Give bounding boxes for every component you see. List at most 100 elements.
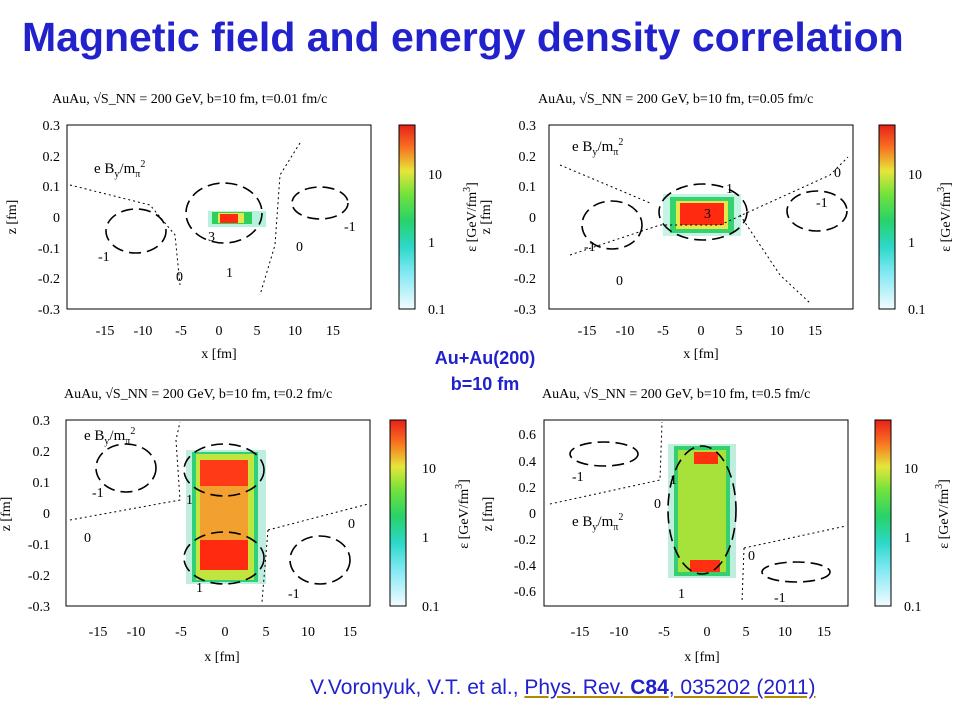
colorbar-label: ε [GeV/fm3] xyxy=(454,479,472,549)
y-tick: 0.2 xyxy=(519,481,537,496)
y-tick: -0.2 xyxy=(28,569,50,584)
contour-label: 1 xyxy=(726,182,733,197)
colorbar-tick: 0.1 xyxy=(428,303,446,318)
zero-contour xyxy=(549,421,847,603)
y-tick: 0 xyxy=(53,211,60,226)
panel-t05: AuAu, √S_NN = 200 GeV, b=10 fm, t=0.5 fm… xyxy=(481,387,952,665)
colorbar-label: ε [GeV/fm3] xyxy=(934,479,952,549)
x-tick: 0 xyxy=(222,625,229,640)
heatmap-blob xyxy=(663,194,741,236)
y-ticks: 0.3 0.2 0.1 0 -0.1 -0.2 -0.3 xyxy=(514,119,536,318)
heatmap-blob xyxy=(668,444,736,578)
y-tick: -0.1 xyxy=(28,538,50,553)
contour-label: -1 xyxy=(288,587,300,602)
y-tick: 0.1 xyxy=(43,180,61,195)
y-axis-label: z [fm] xyxy=(481,497,496,532)
contour-label: 0 xyxy=(176,270,183,285)
colorbar-tick: 10 xyxy=(908,168,922,183)
x-tick: -5 xyxy=(657,324,669,339)
x-tick: -10 xyxy=(610,625,629,640)
contour-label: -1 xyxy=(98,250,110,265)
x-ticks: -15 -10 -5 0 5 10 15 xyxy=(96,324,340,339)
field-label: e By/mπ2 xyxy=(94,159,145,180)
colorbar-ticks: 10 1 0.1 xyxy=(904,462,922,615)
contour-label: 3 xyxy=(704,207,711,222)
contour-label: 1 xyxy=(186,493,193,508)
panel-title: AuAu, √S_NN = 200 GeV, b=10 fm, t=0.2 fm… xyxy=(64,387,332,402)
panel-title: AuAu, √S_NN = 200 GeV, b=10 fm, t=0.5 fm… xyxy=(542,387,810,402)
colorbar-label: ε [GeV/fm3] xyxy=(462,182,480,252)
x-axis-label: x [fm] xyxy=(683,347,718,362)
field-contours xyxy=(105,182,349,254)
citation-reference[interactable]: Phys. Rev. C84, 035202 (2011) xyxy=(524,676,816,699)
slide-title: Magnetic field and energy density correl… xyxy=(22,14,904,60)
contour-label: -1 xyxy=(816,196,828,211)
colorbar-tick: 1 xyxy=(428,236,435,251)
contour-label: -1 xyxy=(344,220,356,235)
y-tick: 0.1 xyxy=(33,476,51,491)
y-tick: 0.2 xyxy=(519,150,537,165)
contour-label: 0 xyxy=(654,497,661,512)
contour-label: -1 xyxy=(92,486,104,501)
y-ticks: 0.3 0.2 0.1 0 -0.1 -0.2 -0.3 xyxy=(28,414,50,615)
y-ticks: 0.3 0.2 0.1 0 -0.1 -0.2 -0.3 xyxy=(38,119,60,318)
contour-label: -1 xyxy=(774,591,786,606)
y-tick: 0.2 xyxy=(43,150,61,165)
panel-title: AuAu, √S_NN = 200 GeV, b=10 fm, t=0.05 f… xyxy=(538,92,813,107)
colorbar-tick: 0.1 xyxy=(422,600,440,615)
contour-label: 1 xyxy=(678,587,685,602)
field-contours xyxy=(581,183,848,250)
y-axis-label: z [fm] xyxy=(0,497,14,532)
panel-t001: AuAu, √S_NN = 200 GeV, b=10 fm, t=0.01 f… xyxy=(5,92,480,362)
x-tick: 15 xyxy=(817,625,831,640)
citation: V.Voronyuk, V.T. et al., Phys. Rev. C84,… xyxy=(310,676,816,700)
y-tick: 0.3 xyxy=(33,414,51,429)
colorbar-ticks: 10 1 0.1 xyxy=(428,168,446,318)
y-tick: 0.4 xyxy=(519,455,537,470)
y-tick: -0.2 xyxy=(514,272,536,287)
contour-label: 0 xyxy=(348,517,355,532)
x-tick: -5 xyxy=(175,324,187,339)
y-tick: 0.2 xyxy=(33,445,51,460)
x-tick: 5 xyxy=(263,625,270,640)
x-tick: 10 xyxy=(778,625,792,640)
panel-title: AuAu, √S_NN = 200 GeV, b=10 fm, t=0.01 f… xyxy=(52,92,327,107)
x-tick: 0 xyxy=(698,324,705,339)
x-tick: -15 xyxy=(578,324,597,339)
field-contours xyxy=(95,443,351,585)
x-tick: 10 xyxy=(770,324,784,339)
colorbar-tick: 1 xyxy=(422,531,429,546)
x-axis-label: x [fm] xyxy=(684,650,719,665)
x-tick: 5 xyxy=(254,324,261,339)
zero-contour xyxy=(559,156,849,304)
collision-note: Au+Au(200) b=10 fm xyxy=(410,348,560,395)
field-label: e By/mπ2 xyxy=(572,137,623,158)
y-tick: -0.4 xyxy=(514,559,536,574)
y-tick: 0 xyxy=(529,211,536,226)
x-tick: -10 xyxy=(134,324,153,339)
panel-t02: AuAu, √S_NN = 200 GeV, b=10 fm, t=0.2 fm… xyxy=(0,387,472,665)
impact-parameter: b=10 fm xyxy=(450,374,520,394)
field-label: e By/mπ2 xyxy=(84,426,135,447)
x-tick: -15 xyxy=(89,625,108,640)
colorbar-ticks: 10 1 0.1 xyxy=(422,462,440,615)
colorbar xyxy=(389,419,407,607)
colorbar-tick: 10 xyxy=(422,462,436,477)
y-tick: -0.3 xyxy=(28,600,50,615)
x-tick: 15 xyxy=(808,324,822,339)
colorbar-tick: 1 xyxy=(908,236,915,251)
colorbar xyxy=(398,124,416,310)
x-ticks: -15 -10 -5 0 5 10 15 xyxy=(89,625,357,640)
y-tick: -0.2 xyxy=(514,533,536,548)
contour-label: 3 xyxy=(208,230,215,245)
citation-authors: V.Voronyuk, V.T. et al., xyxy=(310,676,525,699)
contour-label: -1 xyxy=(584,240,596,255)
colorbar-ticks: 10 1 0.1 xyxy=(908,168,926,318)
y-tick: -0.3 xyxy=(38,303,60,318)
colorbar-tick: 0.1 xyxy=(908,303,926,318)
x-tick: 10 xyxy=(301,625,315,640)
colorbar-tick: 10 xyxy=(428,168,442,183)
zero-contour xyxy=(69,421,369,603)
x-tick: -5 xyxy=(175,625,187,640)
x-tick: 0 xyxy=(704,625,711,640)
